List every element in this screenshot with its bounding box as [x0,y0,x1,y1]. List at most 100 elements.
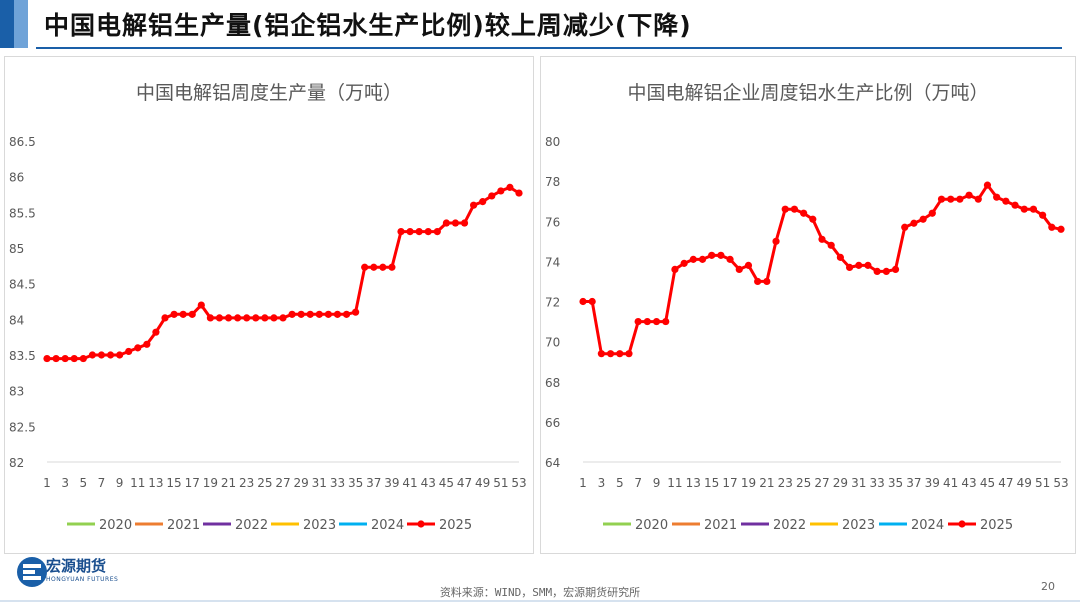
x-tick-label: 53 [511,476,526,490]
logo-name: 宏源期货 [46,557,107,575]
x-tick-label: 25 [796,476,811,490]
y-tick-label: 83 [9,385,24,399]
legend-label: 2024 [371,518,404,533]
x-tick-label: 13 [148,476,163,490]
y-tick-label: 66 [545,416,560,430]
x-tick-label: 51 [493,476,508,490]
y-tick-label: 84 [9,313,24,327]
x-tick-label: 7 [634,476,642,490]
data-point [261,314,269,322]
data-point [116,351,124,359]
chart-panel-molten-ratio: 中国电解铝企业周度铝水生产比例（万吨） 64 66 68 70 72 74 76 78 80 1 3 5… [540,56,1076,554]
data-point [965,191,973,199]
legend-label: 2020 [99,518,132,533]
data-point [873,267,881,276]
data-point [763,277,771,286]
x-tick-label: 1 [579,476,587,490]
data-point [754,277,762,286]
x-tick-label: 15 [704,476,719,490]
legend-label: 2023 [842,518,875,533]
company-logo-icon [17,557,47,587]
data-point [956,195,964,203]
legend-label: 2023 [303,518,336,533]
legend-label: 2025 [439,518,472,533]
legend-label: 2022 [773,518,806,533]
data-point [515,189,523,197]
legend-label: 2020 [635,518,668,533]
x-tick-label: 21 [221,476,236,490]
data-point [836,253,844,261]
page-title: 中国电解铝生产量(铝企铝水生产比例)较上周减少(下降) [44,11,692,40]
data-point [947,195,955,203]
x-tick-label: 43 [961,476,976,490]
logo-subtitle: HONGYUAN FUTURES [46,576,119,583]
data-point [297,310,305,318]
x-tick-label: 53 [1053,476,1068,490]
data-point [243,314,251,322]
data-point [698,255,707,263]
data-point [506,183,514,191]
x-tick-label: 3 [598,476,606,490]
data-point [643,317,651,326]
data-point [324,310,332,318]
data-point [170,310,178,318]
page-number: 20 [1041,580,1055,593]
y-tick-label: 80 [545,135,560,149]
data-point [1011,201,1019,209]
data-point [772,237,780,245]
data-point [433,227,441,236]
data-point [597,350,605,358]
title-bar: 中国电解铝生产量(铝企铝水生产比例)较上周减少(下降) [0,0,1080,49]
data-point [352,308,360,316]
data-point [864,261,872,269]
data-point [652,317,661,326]
data-point [616,350,624,358]
y-tick-label: 78 [545,175,560,189]
data-point [270,314,278,322]
source-note: 资料来源：WIND，SMM，宏源期货研究所 [439,586,641,599]
data-point [152,328,160,336]
y-tick-label: 82 [9,456,24,470]
x-tick-label: 43 [421,476,436,490]
x-tick-label: 3 [61,476,69,490]
y-tick-label: 85.5 [9,206,36,220]
data-point [333,310,342,318]
y-tick-label: 84.5 [9,278,36,292]
x-tick-label: 11 [667,476,682,490]
x-tick-label: 39 [384,476,399,490]
data-point [634,317,642,326]
data-point [370,263,378,271]
data-point [52,354,60,363]
y-tick-label: 83.5 [9,349,36,363]
data-point [279,314,287,322]
data-point [179,310,187,318]
data-point [708,251,716,259]
x-tick-label: 41 [402,476,417,490]
x-tick-label: 21 [759,476,774,490]
x-tick-label: 41 [943,476,958,490]
data-point [588,297,596,306]
data-point [342,310,351,318]
y-tick-label: 86.5 [9,135,36,149]
title-accent-light [14,0,28,48]
data-point [1039,211,1047,219]
x-tick-label: 31 [312,476,327,490]
x-tick-label: 11 [130,476,145,490]
x-tick-label: 27 [814,476,829,490]
data-point [61,354,69,363]
data-point [800,209,808,217]
data-point [937,195,946,203]
data-point [234,314,242,322]
chart-production: 中国电解铝周度生产量（万吨） 82 82.5 83 83.5 84 84.5 85 85.5 86… [9,82,527,533]
chart-title: 中国电解铝周度生产量（万吨） [136,82,402,104]
bottom-divider [0,600,1080,602]
legend-label: 2021 [167,518,200,533]
data-point [1020,205,1028,213]
data-point [910,219,918,227]
legend-marker [958,520,966,528]
x-tick-label: 9 [116,476,124,490]
x-tick-label: 49 [1017,476,1032,490]
x-tick-label: 37 [366,476,381,490]
data-point [206,314,214,322]
